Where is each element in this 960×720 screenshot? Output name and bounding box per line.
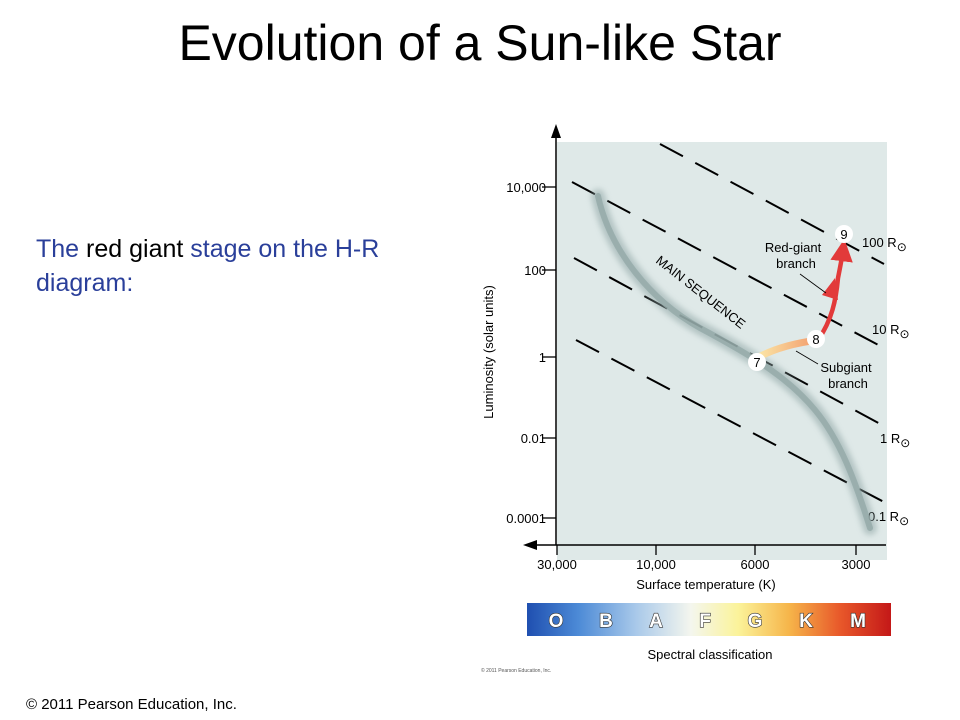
y-tick-001: 0.01 — [521, 431, 546, 446]
spectral-class-a: A — [649, 611, 663, 632]
stage-marker-8: 8 — [807, 330, 825, 348]
x-axis-label: Surface temperature (K) — [636, 577, 775, 592]
y-tick-100: 100 — [524, 263, 546, 278]
red-giant-label-line1: Red-giant — [765, 240, 822, 255]
x-tick-labels: 30,000 10,000 6000 3000 — [537, 557, 870, 572]
stage-marker-9: 9 — [835, 225, 853, 243]
subgiant-label-line2: branch — [828, 376, 868, 391]
radius-label-100: 100 R⊙ — [862, 235, 907, 254]
y-axis-label: Luminosity (solar units) — [481, 285, 496, 419]
footer-copyright: © 2011 Pearson Education, Inc. — [26, 696, 237, 713]
y-axis-arrow — [551, 124, 561, 138]
y-tick-10000: 10,000 — [506, 180, 546, 195]
red-giant-track — [815, 238, 853, 343]
y-ticks — [542, 186, 556, 519]
x-tick-3000: 3000 — [842, 557, 871, 572]
slide-title: Evolution of a Sun-like Star — [178, 15, 782, 71]
spectral-class-b: B — [599, 611, 613, 632]
y-tick-labels: 10,000 100 1 0.01 0.0001 — [506, 180, 546, 526]
x-tick-6000: 6000 — [741, 557, 770, 572]
plot-area — [557, 142, 887, 560]
spectral-gradient — [527, 603, 891, 636]
x-axis-arrow — [523, 540, 537, 550]
red-giant-arrowhead — [822, 278, 838, 300]
intro-part-1: The — [36, 235, 87, 263]
spectral-label: Spectral classification — [648, 647, 773, 662]
subgiant-label-line1: Subgiant — [820, 360, 872, 375]
x-tick-30000: 30,000 — [537, 557, 577, 572]
x-tick-10000: 10,000 — [636, 557, 676, 572]
intro-text: The red giant stage on the H-R diagram: — [36, 232, 426, 300]
subgiant-leader — [795, 350, 819, 365]
spectral-class-f: F — [699, 611, 711, 632]
spectral-class-g: G — [748, 611, 763, 632]
spectral-class-m: M — [850, 611, 866, 632]
svg-text:7: 7 — [753, 355, 760, 370]
radius-labels: 100 R⊙ 10 R⊙ 1 R⊙ 0.1 R⊙ — [862, 235, 910, 528]
radius-line-10 — [571, 181, 885, 349]
radius-line-01 — [575, 339, 885, 503]
radius-label-01: 0.1 R⊙ — [868, 509, 909, 528]
spectral-bar: O B A F G K M — [527, 603, 891, 636]
intro-highlight: red giant — [86, 235, 184, 263]
intro-part-2: stage on the H-R diagram: — [36, 235, 380, 297]
spectral-class-o: O — [549, 611, 564, 632]
radius-label-10: 10 R⊙ — [872, 322, 910, 341]
svg-text:8: 8 — [812, 332, 819, 347]
x-ticks — [556, 545, 857, 555]
red-giant-leader — [799, 273, 827, 294]
radius-label-1: 1 R⊙ — [880, 431, 910, 450]
red-giant-label-line2: branch — [776, 256, 816, 271]
spectral-class-k: K — [799, 611, 813, 632]
y-tick-1: 1 — [539, 350, 546, 365]
svg-text:9: 9 — [840, 227, 847, 242]
y-tick-00001: 0.0001 — [506, 511, 546, 526]
diagram-copyright: © 2011 Pearson Education, Inc. — [481, 667, 551, 674]
stage-marker-7: 7 — [748, 353, 766, 371]
